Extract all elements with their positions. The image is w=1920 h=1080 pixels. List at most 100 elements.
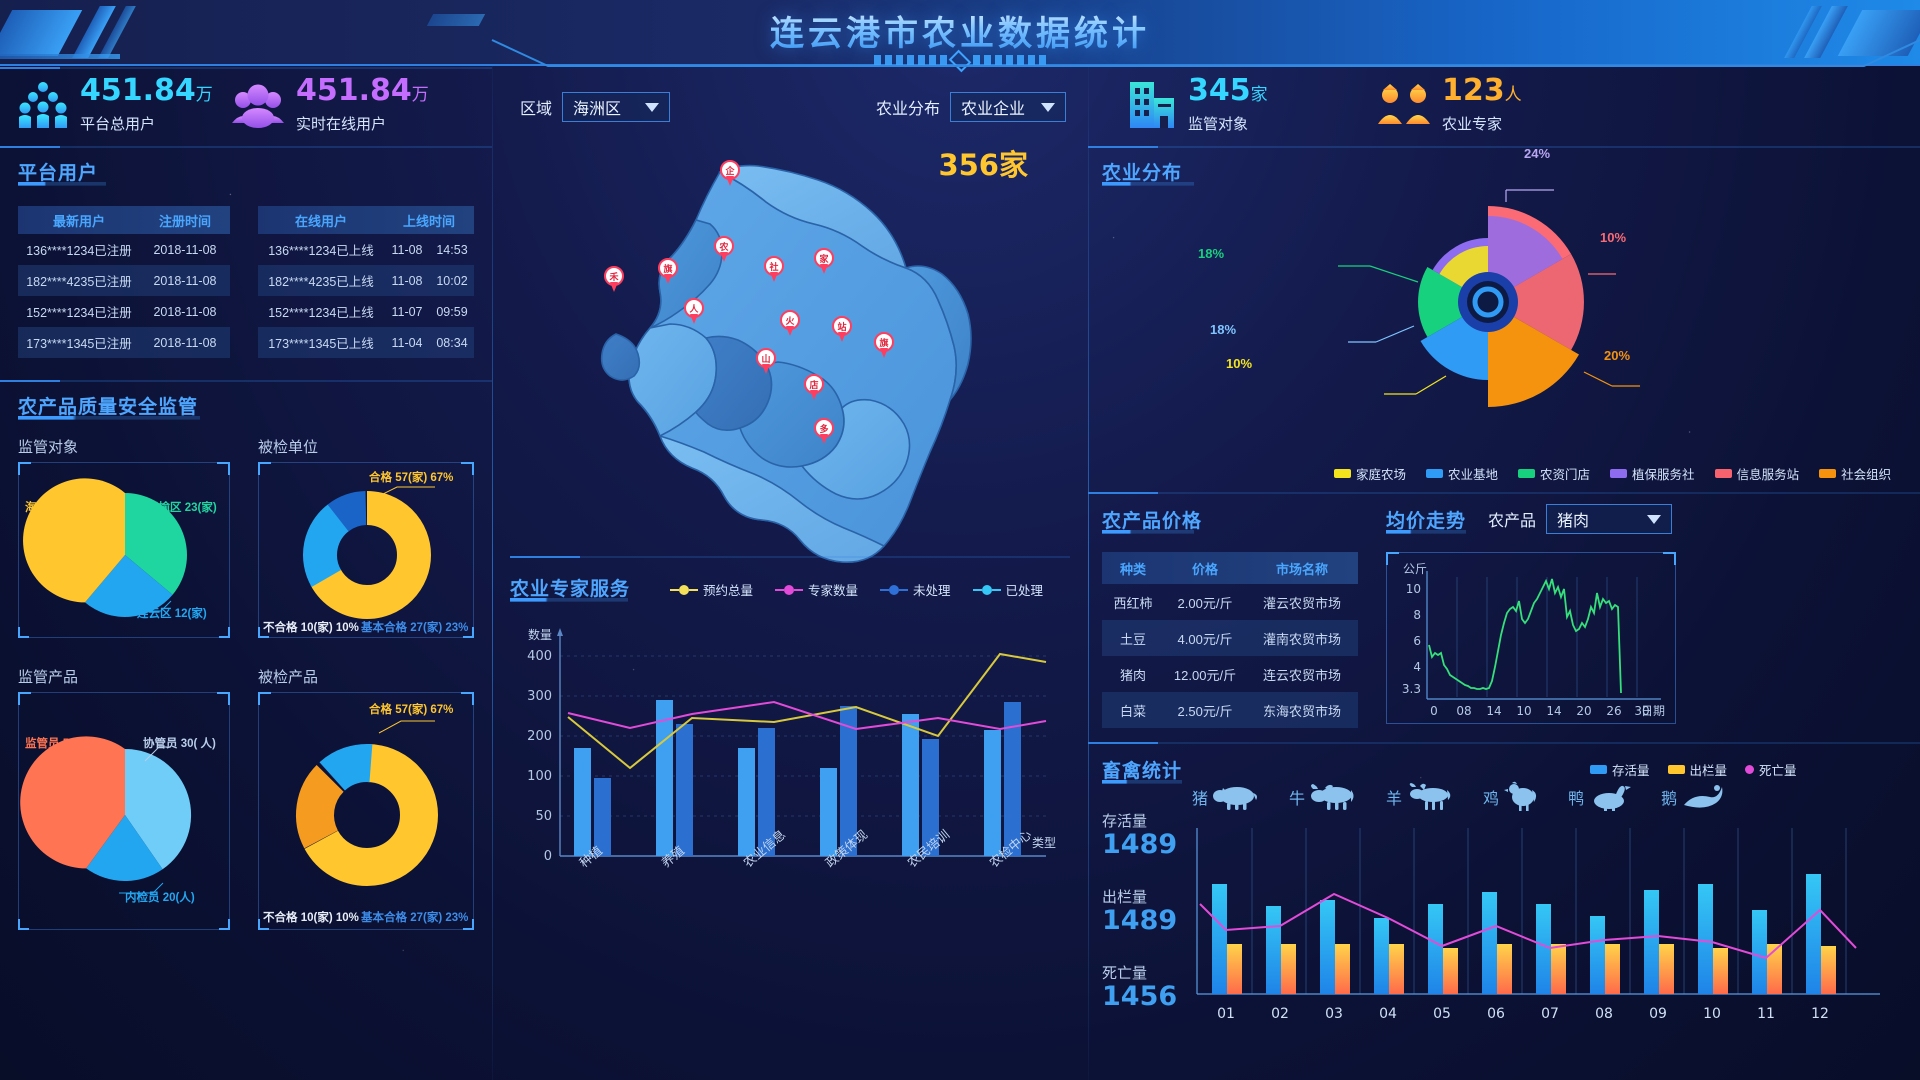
table-row[interactable]: 173****1345已上线 11-04 08:34: [258, 327, 474, 358]
section-agri-distribution: 农业分布: [1102, 158, 1194, 186]
table-row[interactable]: 土豆 4.00元/斤 灌南农贸市场: [1102, 620, 1358, 656]
livestock-stat-alive: 存活量 1489: [1102, 813, 1178, 860]
region-map[interactable]: [510, 116, 1070, 636]
donut-label-basic-2: 基本合格 27(家) 23%: [361, 912, 469, 924]
map-pin[interactable]: 禾: [604, 266, 624, 292]
table-row[interactable]: 152****1234已注册 2018-11-08: [26, 304, 217, 321]
legend-item-plant-protection[interactable]: 植保服务社: [1610, 464, 1695, 483]
table-row[interactable]: 136****1234已注册 2018-11-08: [26, 242, 217, 259]
col-online-user: 在线用户: [294, 213, 347, 229]
legend-item-info-station[interactable]: 信息服务站: [1714, 464, 1799, 483]
legend-item-pending[interactable]: 未处理: [880, 580, 951, 599]
map-pin[interactable]: 旗: [658, 258, 678, 284]
trend-select-label: 农产品: [1488, 513, 1537, 530]
chart-box-inspected-product: 合格 57(家) 67% 基本合格 27(家) 23% 不合格 10(家) 10…: [258, 692, 474, 930]
chart-title-supervision-product: 监管产品: [18, 669, 79, 686]
table-row[interactable]: 182****4235已上线 11-08 10:02: [258, 265, 474, 296]
animal-goose[interactable]: 鹅: [1661, 783, 1724, 811]
cow-icon: [1311, 784, 1354, 810]
animal-duck[interactable]: 鸭: [1568, 783, 1632, 811]
livestock-bar-chart: 01 02 03 04 05 06 07 08 09 10 11 12: [1196, 828, 1880, 1022]
legend-item-family-farm[interactable]: 家庭农场: [1334, 464, 1406, 483]
map-pin[interactable]: 人: [684, 298, 704, 324]
map-pin[interactable]: 家: [814, 248, 834, 274]
legend-item-booking[interactable]: 预约总量: [670, 580, 753, 599]
distribution-dropdown[interactable]: 农业企业: [950, 92, 1066, 122]
map-pin[interactable]: 农: [714, 236, 734, 262]
section-quality-supervision: 农产品质量安全监管: [18, 392, 200, 420]
legend-item-experts[interactable]: 专家数量: [775, 580, 858, 599]
left-divider-3: [0, 380, 492, 382]
table-header: 种类 价格 市场名称: [1102, 552, 1358, 584]
pie-label-supervisor: 监管员 50(人): [25, 738, 95, 750]
map-pin[interactable]: 店: [804, 374, 824, 400]
right-panel: 345家 监管对象 123人 农业专家 农业分布: [1088, 39, 1920, 1080]
legend-item-alive[interactable]: 存活量: [1590, 760, 1650, 779]
kpi-total-users-value: 451.84: [80, 73, 196, 108]
svg-text:4: 4: [1413, 660, 1421, 674]
animal-pig[interactable]: 猪: [1192, 783, 1259, 811]
svg-text:06: 06: [1487, 1006, 1505, 1022]
rose-chart-agri-distribution: [1338, 189, 1640, 407]
title-underline-decoration: [510, 598, 628, 602]
legend-item-slaughter[interactable]: 出栏量: [1667, 760, 1727, 779]
legend-item-agri-base[interactable]: 农业基地: [1426, 464, 1498, 483]
map-pin[interactable]: 山: [756, 348, 776, 374]
svg-text:0: 0: [1430, 704, 1438, 718]
pie-chart-supervision-product: [20, 736, 192, 894]
section-expert-service-label: 农业专家服务: [510, 579, 631, 600]
map-pin[interactable]: 站: [832, 316, 852, 342]
section-livestock-label: 畜禽统计: [1102, 761, 1183, 782]
table-row[interactable]: 152****1234已上线 11-07 09:59: [268, 304, 468, 321]
legend-item-supply-store[interactable]: 农资门店: [1518, 464, 1590, 483]
table-row[interactable]: 173****1345已注册 2018-11-08: [18, 327, 230, 358]
section-agri-distribution-label: 农业分布: [1102, 163, 1183, 184]
map-pin[interactable]: 多: [814, 418, 834, 444]
region-label: 区域: [520, 101, 553, 118]
animal-chicken[interactable]: 鸡: [1483, 781, 1538, 812]
section-quality-label: 农产品质量安全监管: [18, 397, 199, 418]
users-group-icon: [19, 82, 67, 128]
map-pin[interactable]: 社: [764, 256, 784, 282]
region-dropdown[interactable]: 海洲区: [562, 92, 671, 122]
price-table: 种类 价格 市场名称 西红柿 2.00元/斤 灌云农贸市场 土豆 4.00元/斤…: [1102, 552, 1358, 728]
table-row[interactable]: 猪肉 12.00元/斤 连云农贸市场: [1119, 667, 1341, 683]
trend-control: 农产品 猪肉: [1488, 504, 1673, 534]
col-new-user: 最新用户: [52, 213, 105, 229]
left-panel: 451.84万 平台总用户 451.84万 实时在线用户 平台用户 最新: [0, 66, 492, 1080]
table-row[interactable]: 西红柿 2.00元/斤 灌云农贸市场: [1113, 595, 1341, 611]
legend-item-death[interactable]: 死亡量: [1745, 760, 1797, 779]
people-icon: [232, 84, 284, 128]
building-icon: [1130, 82, 1174, 128]
table-row[interactable]: 136****1234已上线 11-08 14:53: [268, 242, 468, 259]
trend-dropdown-value: 猪肉: [1557, 513, 1590, 530]
pie-label-lianyun: 连云区 12(家): [137, 608, 207, 620]
kpi-experts-unit: 人: [1504, 85, 1522, 105]
map-pin[interactable]: 旗: [874, 332, 894, 358]
chart-box-supervision-target: 海州区 65(家) 赣榆区 23(家) 连云区 12(家): [18, 462, 230, 638]
legend-item-done[interactable]: 已处理: [972, 580, 1043, 599]
table-row[interactable]: 182****4235已注册 2018-11-08: [18, 265, 230, 296]
table-row[interactable]: 白菜 2.50元/斤 东海农贸市场: [1102, 692, 1358, 728]
svg-text:14: 14: [1486, 704, 1501, 718]
title-underline-decoration: [1386, 530, 1466, 534]
svg-text:20: 20: [1576, 704, 1591, 718]
svg-text:02: 02: [1271, 1006, 1289, 1022]
chart-title-inspected-product: 被检产品: [258, 669, 319, 686]
kpi-supervision-label: 监管对象: [1188, 116, 1249, 133]
donut-chart-inspected-units: [303, 486, 435, 619]
kpi-online-users-label: 实时在线用户: [296, 116, 387, 133]
animal-sheep[interactable]: 羊: [1386, 783, 1453, 811]
donut-label-unqualified: 不合格 10(家) 10%: [263, 622, 359, 634]
animal-cow[interactable]: 牛: [1289, 783, 1356, 811]
kpi-supervision-unit: 家: [1250, 85, 1268, 105]
svg-text:05: 05: [1433, 1006, 1451, 1022]
title-underline-decoration: [1102, 530, 1194, 534]
title-underline-decoration: [18, 416, 200, 420]
legend-item-social-org[interactable]: 社会组织: [1819, 464, 1891, 483]
svg-text:6: 6: [1413, 634, 1421, 648]
map-pin[interactable]: 火: [780, 310, 800, 336]
trend-dropdown[interactable]: 猪肉: [1546, 504, 1673, 534]
map-pin[interactable]: 企: [720, 160, 740, 186]
